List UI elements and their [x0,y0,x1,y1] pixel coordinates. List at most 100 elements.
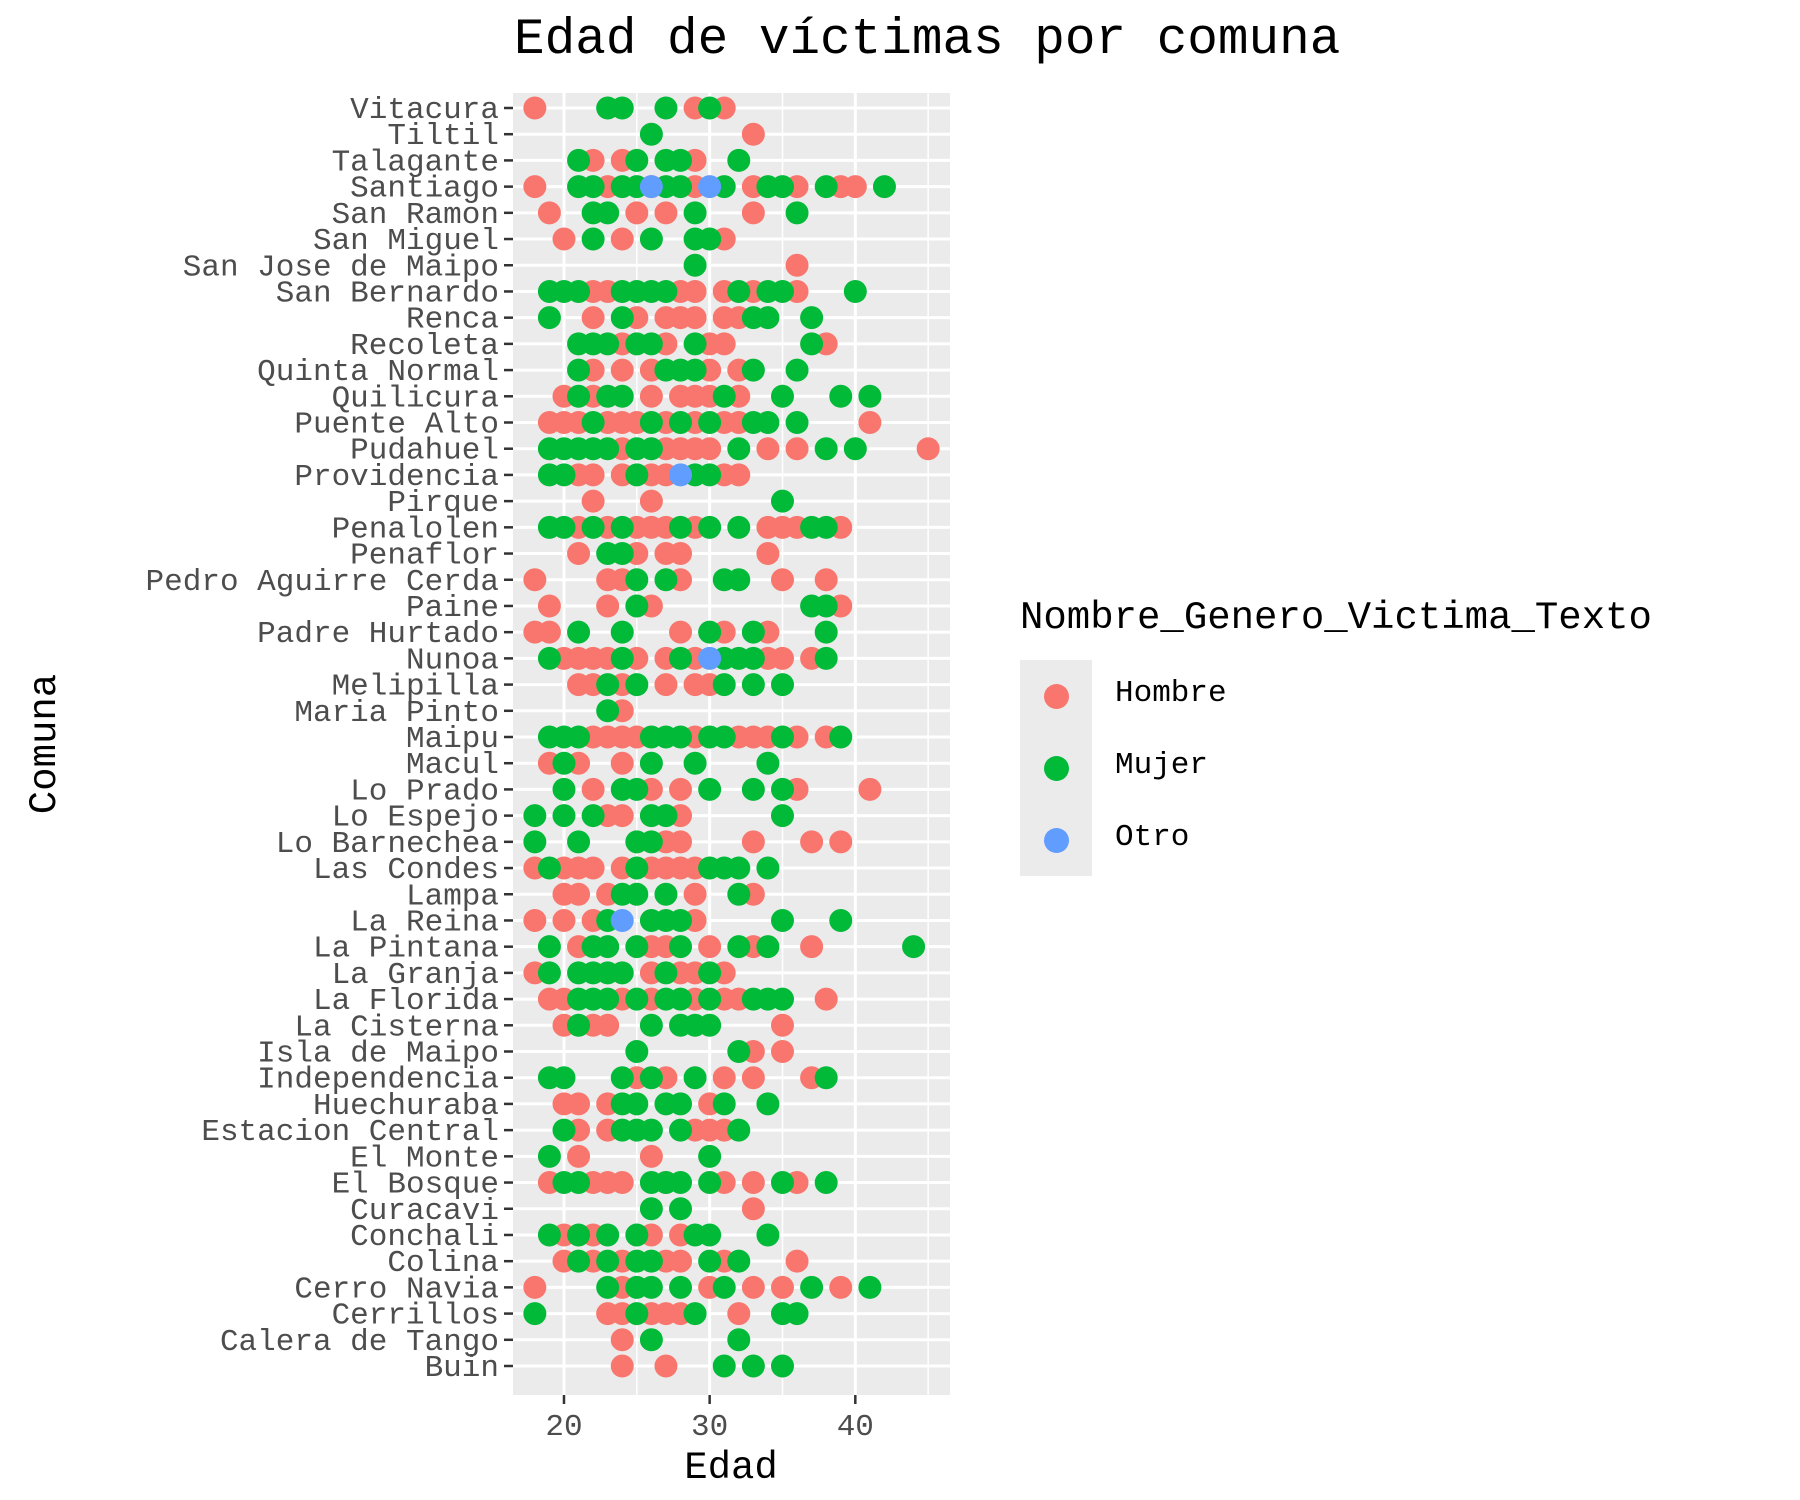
data-point [552,777,576,801]
data-point [625,856,649,880]
data-point [814,437,838,461]
data-point [654,279,678,303]
data-point [537,594,561,618]
data-point [581,804,605,828]
y-tick-label: Calera de Tango [220,1325,499,1360]
y-tick-label: Paine [406,591,499,626]
data-point [741,1197,765,1221]
y-tick-label: La Pintana [313,932,499,967]
data-point [610,515,634,539]
data-point [683,332,707,356]
data-point [567,1171,591,1195]
y-tick-label: La Cisterna [294,1010,499,1045]
data-point [596,699,620,723]
data-point [727,515,751,539]
data-point [770,804,794,828]
data-point [610,96,634,120]
x-axis: 20 30 40 [545,1395,874,1445]
data-point [596,1249,620,1273]
legend-title: Nombre_Genero_Victima_Texto [1020,596,1652,640]
data-point [581,227,605,251]
data-point [756,856,780,880]
y-tick-label: La Reina [350,905,499,940]
data-point [800,332,824,356]
data-point [654,673,678,697]
data-point [625,987,649,1011]
series-mujer [523,96,926,1378]
data-point [610,542,634,566]
data-point [770,489,794,513]
y-tick-label: Renca [406,303,499,338]
data-point [756,542,780,566]
data-point [537,856,561,880]
data-point [610,358,634,382]
data-point [596,673,620,697]
data-point [741,777,765,801]
data-point [596,987,620,1011]
data-point [567,882,591,906]
data-point [683,306,707,330]
data-point [581,515,605,539]
data-point [727,856,751,880]
y-tick-label: Tiltil [387,119,499,154]
data-point [669,646,693,670]
data-point [741,122,765,146]
data-point [698,1223,722,1247]
data-point [639,1275,663,1299]
y-tick-label: Curacavi [350,1194,499,1229]
data-point [770,646,794,670]
data-point [654,1354,678,1378]
data-point [610,1066,634,1090]
data-point [829,725,853,749]
x-axis-label: Edad [684,1446,778,1490]
data-point [785,253,809,277]
data-point [698,175,722,199]
data-point [698,961,722,985]
data-point [639,332,663,356]
data-point [698,515,722,539]
y-tick-label: Lo Barnechea [276,827,499,862]
data-point [712,725,736,749]
data-point [727,1302,751,1326]
data-point [625,568,649,592]
data-point [639,175,663,199]
data-point [625,201,649,225]
data-point [537,646,561,670]
data-point [800,935,824,959]
data-point [654,882,678,906]
data-point [741,673,765,697]
data-point [567,620,591,644]
y-tick-label: Recoleta [350,329,499,364]
data-point [567,279,591,303]
data-point [814,646,838,670]
data-point [770,908,794,932]
chart-title: Edad de víctimas por comuna [514,12,1341,69]
data-point [741,1354,765,1378]
data-point [669,620,693,644]
data-point [596,594,620,618]
x-tick-label: 20 [545,1410,582,1445]
data-point [829,908,853,932]
y-tick-label: Colina [387,1246,499,1281]
data-point [625,1092,649,1116]
data-point [800,306,824,330]
y-tick-label: Santiago [350,172,499,207]
data-point [727,148,751,172]
data-point [596,332,620,356]
data-point [639,437,663,461]
data-point [683,751,707,775]
data-point [669,725,693,749]
data-point [814,1171,838,1195]
data-point [639,384,663,408]
data-point [523,96,547,120]
data-point [858,1275,882,1299]
y-tick-label: Lo Prado [350,774,499,809]
data-point [727,1040,751,1063]
y-axis-label: Comuna [23,674,67,814]
data-point [537,620,561,644]
data-point [843,175,867,199]
data-point [567,1249,591,1273]
data-point [698,1013,722,1037]
data-point [567,1144,591,1168]
data-point [770,1013,794,1037]
